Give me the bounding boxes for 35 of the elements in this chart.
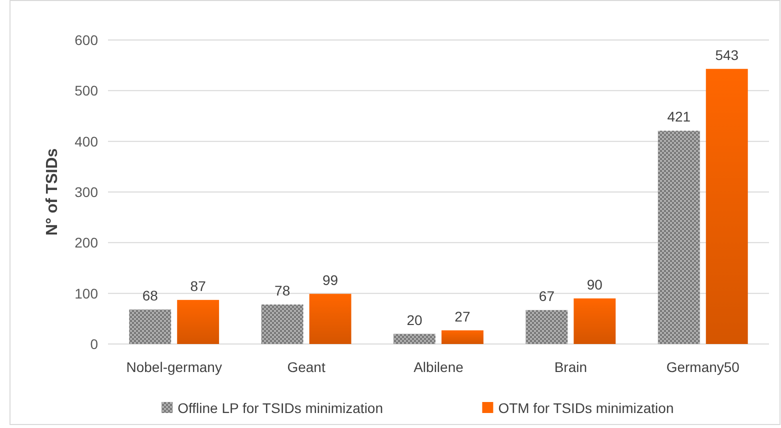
bar (658, 130, 700, 344)
bar (394, 334, 436, 344)
x-tick-label: Brain (554, 359, 588, 375)
data-label: 27 (454, 308, 470, 324)
legend-label: Offline LP for TSIDs minimization (178, 400, 384, 416)
bar (442, 330, 484, 344)
data-label: 67 (538, 288, 555, 304)
data-label: 87 (190, 278, 206, 294)
x-tick-label: Nobel-germany (126, 359, 222, 375)
data-label: 68 (142, 288, 158, 304)
y-tick-label: 600 (74, 32, 98, 48)
bar (309, 294, 352, 344)
legend-label: OTM for TSIDs minimization (498, 400, 674, 416)
bar (129, 310, 172, 344)
x-tick-label: Geant (287, 359, 326, 375)
bar (177, 300, 220, 344)
y-tick-label: 200 (74, 234, 98, 251)
data-label: 20 (406, 312, 423, 328)
data-label: 90 (586, 276, 603, 292)
bar (706, 68, 748, 344)
y-tick-label: 500 (74, 82, 98, 99)
bar (261, 304, 304, 344)
data-label: 543 (715, 46, 739, 63)
data-label: 99 (322, 272, 338, 288)
y-tick-label: 300 (74, 184, 98, 200)
y-tick-label: 400 (74, 133, 98, 150)
x-tick-label: Germany50 (666, 359, 740, 375)
bar (526, 310, 568, 344)
x-tick-label: Albilene (414, 359, 464, 375)
y-tick-label: 100 (74, 285, 98, 302)
data-label: 421 (667, 108, 691, 125)
data-label: 78 (274, 282, 290, 298)
bar (574, 298, 616, 344)
y-tick-label: 0 (90, 336, 98, 352)
y-axis-title: N° of TSIDs (44, 148, 61, 236)
